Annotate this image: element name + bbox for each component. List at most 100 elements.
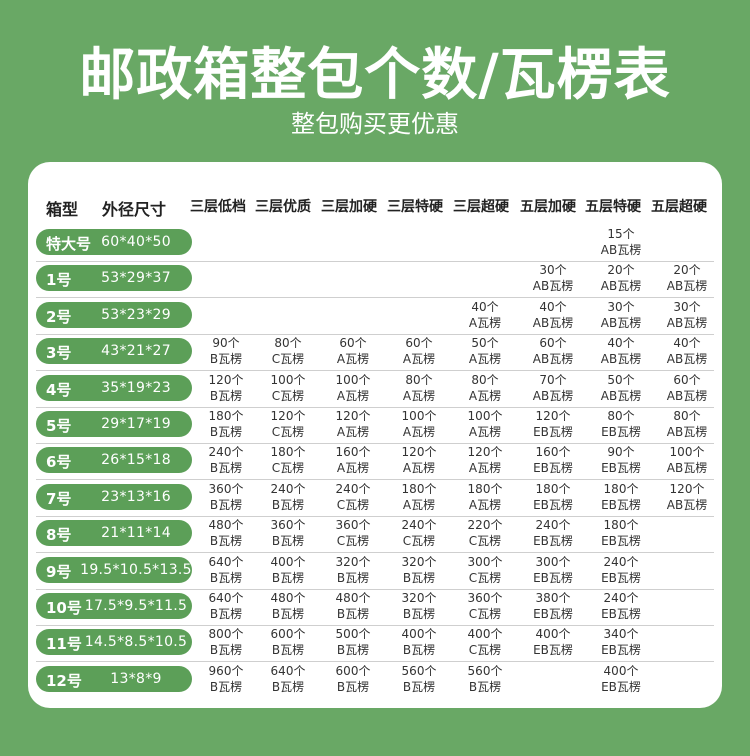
corrugation-grade: EB瓦楞 (533, 461, 573, 476)
quantity-cell: 960个 B瓦楞 (193, 663, 259, 695)
box-size-pill: 11号 14.5*8.5*10.5 (36, 629, 192, 656)
box-dimensions: 19.5*10.5*13.5 (80, 561, 192, 578)
pack-count: 30个 (607, 299, 635, 314)
quantity-cell: 30个 AB瓦楞 (588, 299, 654, 331)
corrugation-grade: C瓦楞 (468, 643, 502, 658)
corrugation-grade: A瓦楞 (402, 425, 436, 439)
pack-count: 60个 (673, 372, 701, 387)
row-divider (36, 443, 714, 444)
quantity-cell: 640个 B瓦楞 (193, 554, 259, 586)
quantity-cell: 640个 B瓦楞 (255, 663, 321, 695)
pack-count: 800个 (208, 627, 244, 642)
pack-count: 160个 (535, 445, 571, 460)
quantity-cell: 360个 C瓦楞 (320, 517, 386, 549)
row-divider (36, 333, 714, 335)
corrugation-grade: B瓦楞 (209, 352, 243, 367)
corrugation-grade: EB瓦楞 (601, 461, 641, 476)
quantity-cell: 60个 A瓦楞 (320, 335, 386, 367)
quantity-cell: 800个 B瓦楞 (193, 626, 259, 658)
box-type-label: 9号 (46, 562, 72, 581)
pack-count: 380个 (535, 591, 571, 605)
pack-count: 120个 (270, 409, 306, 423)
pack-count: 180个 (603, 481, 639, 496)
row-divider (36, 588, 714, 590)
corrugation-grade: B瓦楞 (209, 461, 243, 476)
box-dimensions: 21*11*14 (101, 525, 171, 542)
corrugation-grade: B瓦楞 (402, 570, 436, 585)
quantity-cell: 50个 AB瓦楞 (588, 372, 654, 404)
box-type-label: 3号 (46, 344, 72, 363)
quantity-cell: 30个 AB瓦楞 (520, 262, 586, 294)
box-dimensions: 60*40*50 (101, 234, 171, 250)
pack-count: 320个 (401, 591, 437, 605)
quantity-cell: 120个 EB瓦楞 (520, 408, 586, 440)
quantity-cell: 90个 B瓦楞 (193, 335, 259, 367)
table-row: 4号 35*19*23 120个 B瓦楞 100个 C瓦楞 100个 A瓦楞 80个 A瓦楞 80个… (36, 372, 720, 408)
page-title: 邮政箱整包个数/瓦楞表 (79, 43, 671, 108)
header-grade: 三层优质 (255, 199, 311, 215)
row-divider (36, 406, 714, 408)
corrugation-grade: B瓦楞 (336, 679, 370, 694)
header-grade: 三层加硬 (321, 199, 377, 215)
header-grade: 三层超硬 (453, 199, 509, 215)
table-row: 特大号 60*40*50 15个 AB瓦楞 (36, 226, 720, 262)
pack-count: 240个 (270, 481, 306, 496)
corrugation-grade: C瓦楞 (468, 570, 502, 585)
quantity-cell: 100个 C瓦楞 (255, 372, 321, 404)
quantity-cell: 120个 A瓦楞 (320, 408, 386, 440)
box-dimensions: 26*15*18 (101, 452, 171, 469)
corrugation-grade: B瓦楞 (468, 679, 502, 694)
header-box-type: 箱型 (46, 200, 79, 219)
quantity-cell: 20个 AB瓦楞 (588, 262, 654, 294)
corrugation-grade: A瓦楞 (468, 425, 502, 439)
corrugation-grade: B瓦楞 (336, 643, 370, 658)
quantity-cell: 80个 A瓦楞 (386, 372, 452, 404)
quantity-cell: 20个 AB瓦楞 (654, 262, 720, 294)
pack-count: 340个 (603, 627, 639, 642)
box-type-label: 6号 (46, 453, 72, 472)
corrugation-grade: B瓦楞 (271, 607, 305, 621)
row-divider (36, 297, 714, 299)
corrugation-grade: AB瓦楞 (600, 315, 642, 330)
quantity-cell: 240个 C瓦楞 (320, 481, 386, 513)
corrugation-grade: EB瓦楞 (601, 607, 641, 621)
corrugation-grade: C瓦楞 (271, 425, 305, 439)
quantity-cell: 100个 A瓦楞 (386, 408, 452, 440)
quantity-cell: 400个 B瓦楞 (255, 554, 321, 586)
quantity-cell: 30个 AB瓦楞 (654, 299, 720, 331)
row-divider (36, 479, 714, 481)
pack-count: 120个 (535, 409, 571, 423)
pack-count: 240个 (535, 518, 571, 533)
pack-count: 40个 (607, 336, 635, 351)
box-dimensions: 43*21*27 (101, 343, 171, 360)
quantity-cell: 15个 AB瓦楞 (588, 226, 654, 258)
quantity-cell: 360个 B瓦楞 (193, 481, 259, 513)
pack-count: 100个 (270, 372, 306, 387)
pack-count: 120个 (401, 445, 437, 460)
row-divider (36, 625, 714, 626)
pack-count: 90个 (212, 336, 240, 351)
box-size-pill: 7号 23*13*16 (36, 483, 192, 510)
quantity-cell: 360个 C瓦楞 (452, 590, 518, 622)
corrugation-grade: AB瓦楞 (666, 315, 708, 330)
box-dimensions: 14.5*8.5*10.5 (84, 634, 188, 651)
pack-count: 80个 (405, 372, 433, 387)
quantity-cell: 240个 C瓦楞 (386, 517, 452, 549)
corrugation-grade: A瓦楞 (336, 352, 370, 367)
box-type-label: 2号 (46, 307, 72, 326)
corrugation-grade: EB瓦楞 (533, 534, 573, 549)
corrugation-grade: B瓦楞 (209, 570, 243, 585)
pack-count: 240个 (603, 591, 639, 605)
quantity-cell: 240个 EB瓦楞 (588, 554, 654, 586)
pack-count: 60个 (339, 336, 367, 351)
box-dimensions: 53*29*37 (101, 270, 171, 287)
quantity-cell: 380个 EB瓦楞 (520, 590, 586, 622)
pack-count: 100个 (467, 409, 503, 423)
corrugation-grade: C瓦楞 (402, 534, 436, 549)
pack-count: 40个 (471, 299, 499, 314)
box-size-pill: 4号 35*19*23 (36, 374, 192, 401)
box-type-label: 10号 (46, 599, 82, 617)
quantity-cell: 600个 B瓦楞 (255, 626, 321, 658)
pack-count: 180个 (208, 409, 244, 423)
pack-count: 180个 (467, 481, 503, 496)
